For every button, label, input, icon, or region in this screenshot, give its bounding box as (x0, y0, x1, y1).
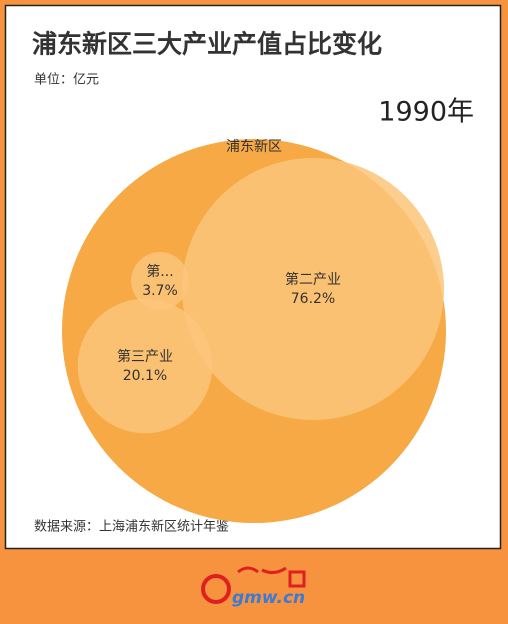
chart-title: 浦东新区三大产业产值占比变化 (32, 30, 382, 59)
bubble-label: 第二产业 (285, 271, 341, 288)
bubble-label: 第三产业 (117, 348, 173, 365)
source: 数据来源：上海浦东新区统计年鉴 (34, 519, 229, 535)
value-label: 3.7% (142, 283, 178, 299)
bubble (182, 158, 444, 420)
bubble (77, 298, 213, 434)
year-label: 1990年 (378, 97, 474, 128)
logo-mark (201, 566, 306, 604)
bubble (131, 252, 189, 310)
value-label: 20.1% (123, 368, 167, 384)
bubble-label: 第... (146, 263, 173, 280)
logo-text: gmw.cn (232, 588, 305, 608)
subtitle: 单位：亿元 (34, 73, 99, 88)
root-label: 浦东新区 (226, 139, 282, 155)
value-label: 76.2% (291, 291, 335, 307)
